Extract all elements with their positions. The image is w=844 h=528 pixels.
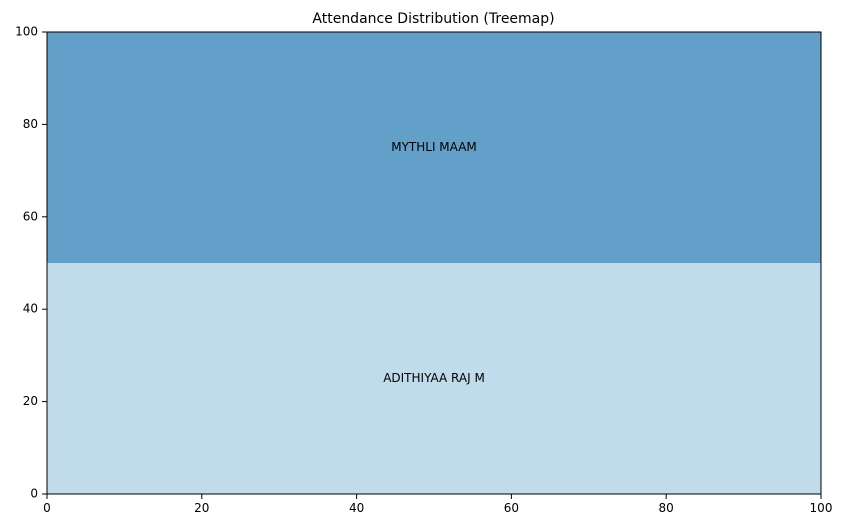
y-axis-tick-label: 20: [23, 394, 38, 408]
axes: 0 20 40 60 80 100 0 20 40 60 80 100: [15, 25, 832, 516]
x-axis-tick-label: 80: [659, 501, 674, 515]
plot-frame: [46, 31, 822, 495]
treemap-cell: [47, 32, 821, 263]
x-axis-tick-label: 40: [349, 501, 364, 515]
treemap-cell-label: MYTHLI MAAM: [391, 140, 477, 154]
treemap-cell: [47, 263, 821, 494]
chart-title: Attendance Distribution (Treemap): [312, 11, 554, 27]
y-axis-tick-label: 40: [23, 302, 38, 316]
x-axis-tick-label: 20: [194, 501, 209, 515]
x-axis-tick-label: 60: [504, 501, 519, 515]
y-axis-tick-label: 60: [23, 209, 38, 223]
x-axis-tick-label: 0: [43, 501, 51, 515]
y-axis-tick-label: 0: [30, 487, 38, 501]
y-axis-tick-label: 100: [15, 25, 38, 39]
treemap-cells: [47, 32, 821, 494]
x-axis-tick-label: 100: [810, 501, 833, 515]
y-axis-tick-label: 80: [23, 117, 38, 131]
treemap-cell-labels: ADITHIYAA RAJ M MYTHLI MAAM: [383, 140, 485, 385]
treemap-cell-label: ADITHIYAA RAJ M: [383, 371, 485, 385]
